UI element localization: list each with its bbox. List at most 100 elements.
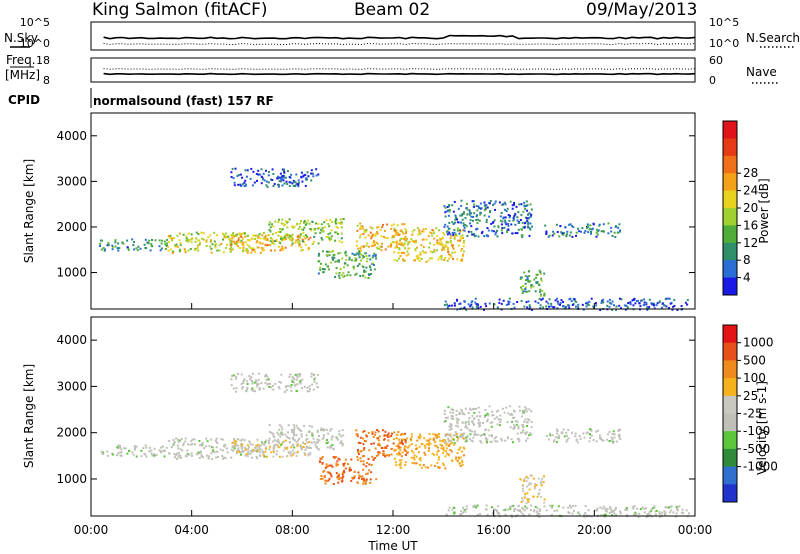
echo-point	[475, 433, 477, 436]
echo-point	[447, 305, 450, 307]
echo-point	[387, 432, 390, 435]
echo-point	[452, 415, 454, 418]
echo-point	[190, 452, 193, 455]
echo-point	[499, 421, 502, 424]
echo-point	[543, 475, 545, 478]
echo-point	[447, 438, 450, 441]
echo-point	[348, 258, 351, 261]
echo-point	[342, 266, 345, 269]
echo-point	[184, 249, 187, 252]
echo-point	[519, 219, 522, 221]
echo-point	[410, 456, 413, 459]
echo-point	[460, 434, 462, 436]
echo-point	[420, 258, 423, 260]
echo-point	[296, 383, 299, 386]
echo-point	[443, 205, 446, 208]
echo-point	[281, 218, 284, 221]
echo-point	[601, 439, 604, 441]
echo-point	[247, 452, 250, 455]
echo-point	[320, 474, 323, 477]
echo-point	[539, 304, 542, 307]
echo-point	[254, 379, 257, 382]
echo-point	[242, 450, 245, 452]
echo-point	[210, 251, 213, 254]
echo-point	[337, 481, 340, 484]
echo-point	[301, 240, 304, 243]
echo-point	[670, 505, 673, 508]
echo-point	[304, 224, 307, 226]
echo-point	[419, 457, 422, 459]
echo-point	[398, 242, 401, 245]
echo-point	[455, 414, 458, 417]
echo-point	[254, 251, 256, 254]
echo-point	[246, 388, 249, 391]
echo-point	[437, 458, 440, 461]
echo-point	[111, 244, 114, 247]
echo-point	[280, 235, 283, 238]
echo-point	[303, 240, 305, 243]
echo-point	[308, 390, 311, 393]
echo-point	[509, 200, 512, 203]
echo-point	[425, 439, 428, 442]
echo-point	[362, 443, 365, 446]
echo-point	[355, 433, 358, 436]
echo-point	[477, 406, 480, 409]
echo-point	[250, 388, 253, 391]
echo-point	[285, 180, 288, 183]
echo-point	[511, 204, 514, 207]
echo-point	[523, 496, 526, 499]
echo-point	[278, 180, 281, 183]
echo-point	[265, 244, 268, 247]
echo-point	[136, 249, 139, 252]
echo-point	[370, 235, 373, 238]
echo-point	[391, 235, 394, 238]
echo-point	[153, 453, 156, 456]
echo-point	[648, 298, 651, 301]
echo-point	[403, 223, 406, 226]
echo-point	[241, 387, 244, 390]
echo-point	[476, 307, 479, 310]
echo-point	[475, 219, 478, 221]
echo-point	[446, 259, 449, 262]
echo-point	[452, 438, 455, 441]
echo-point	[334, 456, 337, 458]
echo-point	[272, 242, 275, 245]
echo-point	[261, 247, 264, 250]
echo-point	[458, 448, 461, 451]
echo-point	[512, 427, 515, 429]
echo-point	[359, 247, 362, 250]
echo-point	[444, 455, 447, 458]
echo-point	[526, 485, 529, 488]
echo-point	[264, 234, 267, 237]
echo-point	[309, 228, 312, 230]
echo-point	[366, 257, 369, 260]
echo-point	[523, 205, 526, 208]
echo-point	[244, 241, 247, 244]
echo-point	[427, 450, 430, 452]
echo-point	[501, 232, 504, 235]
echo-point	[342, 272, 345, 275]
echo-point	[500, 229, 503, 232]
echo-point	[639, 305, 642, 308]
echo-point	[472, 233, 475, 235]
echo-point	[533, 510, 536, 513]
echo-point	[240, 383, 243, 385]
x-tick-label: 16:00	[476, 523, 511, 537]
echo-point	[497, 418, 500, 421]
echo-point	[514, 232, 517, 235]
echo-point	[286, 226, 289, 229]
echo-point	[480, 232, 483, 235]
echo-point	[158, 239, 161, 242]
echo-point	[122, 242, 125, 245]
echo-point	[577, 303, 580, 306]
echo-point	[570, 224, 573, 227]
echo-point	[459, 229, 462, 232]
echo-point	[131, 451, 134, 454]
echo-point	[587, 225, 590, 228]
echo-point	[520, 276, 523, 279]
echo-point	[145, 446, 148, 449]
echo-point	[592, 439, 595, 442]
echo-point	[230, 248, 233, 251]
echo-point	[100, 248, 103, 251]
